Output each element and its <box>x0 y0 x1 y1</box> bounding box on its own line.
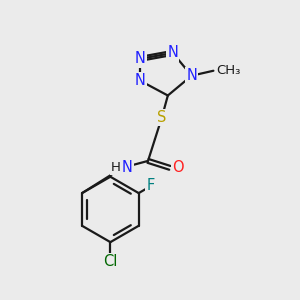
Text: N: N <box>186 68 197 83</box>
Text: N: N <box>122 160 133 175</box>
Text: H: H <box>110 161 120 174</box>
Text: N: N <box>135 51 146 66</box>
Text: N: N <box>167 45 178 60</box>
Text: S: S <box>157 110 167 125</box>
Text: F: F <box>146 178 154 193</box>
Text: O: O <box>172 160 184 175</box>
Text: Cl: Cl <box>103 254 118 269</box>
Text: N: N <box>135 73 146 88</box>
Text: CH₃: CH₃ <box>216 64 241 77</box>
